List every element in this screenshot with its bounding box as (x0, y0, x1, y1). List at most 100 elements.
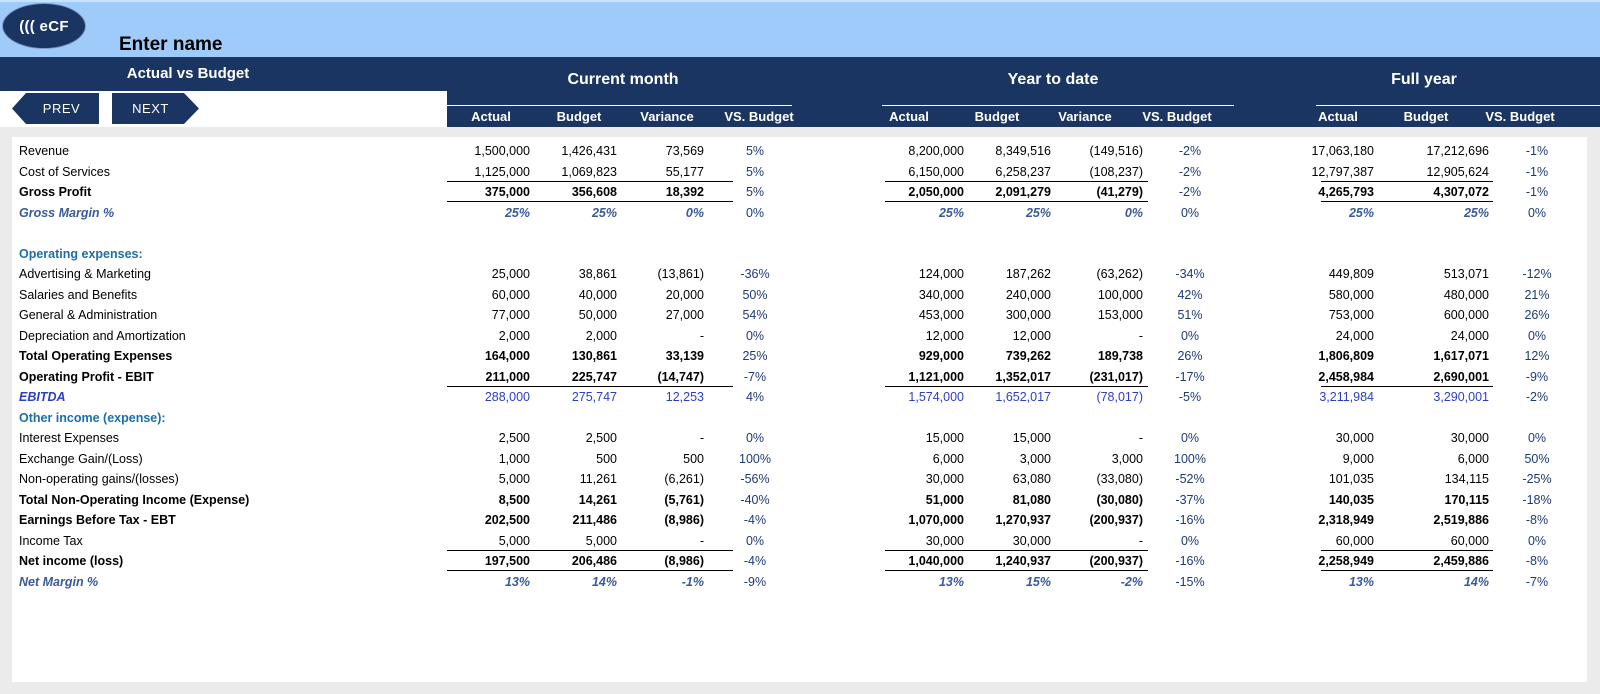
table-cell: 6,000 (1457, 452, 1489, 466)
table-cell: 356,608 (571, 185, 617, 199)
table-cell: (200,937) (1089, 554, 1143, 568)
table-cell: 1,070,000 (908, 513, 964, 527)
table-cell: 27,000 (665, 308, 704, 322)
table-cell-pct: 5% (745, 185, 765, 199)
table-cell: 2,519,886 (1433, 513, 1489, 527)
table-cell-pct: -9% (743, 575, 767, 589)
next-button[interactable]: NEXT (112, 93, 199, 124)
table-cell: 12,905,624 (1426, 165, 1489, 179)
table-cell-pct: 0% (1527, 534, 1547, 548)
table-cell: (231,017) (1089, 370, 1143, 384)
table-cell: -2% (1120, 575, 1143, 589)
table-cell: 929,000 (918, 349, 964, 363)
table-cell-pct: -18% (1522, 493, 1552, 507)
table-cell: 3,290,001 (1433, 390, 1489, 404)
table-cell: - (1138, 534, 1143, 548)
table-cell: 17,212,696 (1426, 144, 1489, 158)
table-cell: 1,069,823 (561, 165, 617, 179)
table-cell: 81,080 (1012, 493, 1051, 507)
table-cell-pct: -15% (1175, 575, 1205, 589)
row-label: Operating expenses: (19, 247, 143, 261)
table-cell: 12,000 (1012, 329, 1051, 343)
table-cell: 55,177 (665, 165, 704, 179)
table-cell: 153,000 (1097, 308, 1143, 322)
table-cell: 340,000 (918, 288, 964, 302)
table-cell: 5,000 (498, 472, 530, 486)
table-cell: 77,000 (491, 308, 530, 322)
table-cell-pct: 51% (1177, 308, 1203, 322)
table-cell-pct: -9% (1525, 370, 1549, 384)
table-cell-pct: 0% (1527, 431, 1547, 445)
table-cell: 2,690,001 (1433, 370, 1489, 384)
table-cell: 25% (1025, 206, 1051, 220)
table-cell: 8,349,516 (995, 144, 1051, 158)
table-cell: 580,000 (1328, 288, 1374, 302)
total-underline (885, 570, 1148, 571)
table-cell: 60,000 (491, 288, 530, 302)
table-cell-pct: 0% (745, 329, 765, 343)
table-cell: 3,000 (1019, 452, 1051, 466)
table-cell: 130,861 (571, 349, 617, 363)
table-cell: 170,115 (1444, 493, 1490, 507)
row-label: Operating Profit - EBIT (19, 370, 154, 384)
table-cell: 753,000 (1328, 308, 1374, 322)
table-cell-pct: -16% (1175, 554, 1205, 568)
table-cell: (30,080) (1096, 493, 1143, 507)
table-cell-pct: 26% (1524, 308, 1550, 322)
table-cell: 30,000 (1012, 534, 1051, 548)
table-cell: (108,237) (1089, 165, 1143, 179)
divider (882, 105, 1234, 106)
table-cell-pct: 0% (1180, 431, 1200, 445)
table-cell: 739,262 (1005, 349, 1051, 363)
table-cell: 3,000 (1111, 452, 1143, 466)
row-label: Exchange Gain/(Loss) (19, 452, 143, 466)
table-cell: 12,253 (665, 390, 704, 404)
table-cell: 4,265,793 (1318, 185, 1374, 199)
table-cell: 30,000 (925, 472, 964, 486)
table-cell: 2,318,949 (1318, 513, 1374, 527)
prev-button[interactable]: PREV (12, 93, 99, 124)
company-name[interactable]: Enter name (119, 34, 223, 55)
table-cell-pct: 21% (1524, 288, 1550, 302)
table-cell: 140,035 (1328, 493, 1374, 507)
table-cell: 14% (591, 575, 617, 589)
table-cell: (8,986) (664, 554, 704, 568)
table-cell: 33,139 (665, 349, 704, 363)
table-cell: 38,861 (578, 267, 617, 281)
table-cell: 25% (938, 206, 964, 220)
table-cell-pct: 12% (1524, 349, 1550, 363)
table-cell: 9,000 (1342, 452, 1374, 466)
table-cell: 12,797,387 (1311, 165, 1374, 179)
table-cell: 30,000 (925, 534, 964, 548)
table-cell: 500 (683, 452, 704, 466)
table-cell: 2,258,949 (1318, 554, 1374, 568)
divider (447, 105, 792, 106)
table-cell: (33,080) (1096, 472, 1143, 486)
table-cell: 197,500 (484, 554, 530, 568)
header-bar: ((( eCF Enter name (0, 0, 1600, 57)
divider (1316, 105, 1600, 106)
table-cell: 600,000 (1443, 308, 1489, 322)
table-cell-pct: 54% (742, 308, 768, 322)
row-label: General & Administration (19, 308, 158, 322)
table-cell-pct: 0% (1527, 329, 1547, 343)
table-cell: (8,986) (664, 513, 704, 527)
table-cell: 375,000 (484, 185, 530, 199)
table-cell: 101,035 (1328, 472, 1374, 486)
table-cell: 50,000 (578, 308, 617, 322)
table-cell: 240,000 (1005, 288, 1051, 302)
total-underline (447, 181, 733, 182)
table-cell: (200,937) (1089, 513, 1143, 527)
table-cell: 225,747 (571, 370, 617, 384)
subheader-variance: Variance (1058, 109, 1112, 124)
table-cell: 2,000 (498, 329, 530, 343)
row-label: Advertising & Marketing (19, 267, 152, 281)
group-header-year-to-date: Year to date (1007, 71, 1099, 88)
table-cell: 211,000 (485, 370, 531, 384)
ecf-logo: ((( eCF (2, 3, 86, 49)
report-panel (12, 137, 1587, 682)
row-label: Revenue (19, 144, 70, 158)
table-cell: (63,262) (1096, 267, 1143, 281)
table-cell: 15% (1025, 575, 1051, 589)
table-cell: 1,240,937 (995, 554, 1051, 568)
